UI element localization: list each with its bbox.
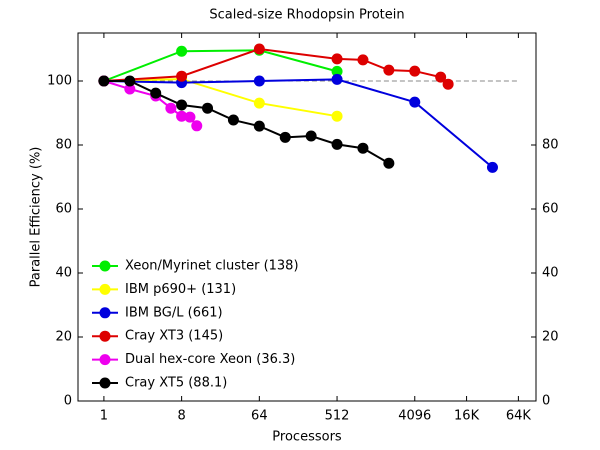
legend-label: Cray XT3 (145) (125, 329, 223, 344)
point (227, 114, 239, 126)
y-tick-label: 100 (47, 74, 72, 89)
legend-marker (99, 354, 111, 366)
point (357, 54, 369, 66)
point (150, 87, 162, 99)
legend-label: Cray XT5 (88.1) (125, 376, 227, 391)
legend-label: Xeon/Myrinet cluster (138) (125, 259, 299, 274)
point (357, 142, 369, 154)
x-axis-label: Processors (272, 430, 342, 445)
point (191, 120, 203, 132)
x-tick-label: 64 (251, 409, 268, 424)
point (442, 78, 454, 90)
y-tick-label: 60 (55, 202, 72, 217)
legend-marker (99, 307, 111, 319)
y2-tick-label: 60 (542, 202, 559, 217)
y-tick-label: 80 (55, 138, 72, 153)
chart-title: Scaled-size Rhodopsin Protein (209, 8, 404, 23)
y-tick-label: 20 (55, 330, 72, 345)
point (176, 99, 188, 111)
series-line (103, 78, 338, 118)
point (253, 120, 265, 132)
point (383, 157, 395, 169)
x-tick-label: 16K (454, 409, 480, 424)
y-tick-label: 0 (64, 394, 72, 409)
legend-label: Dual hex-core Xeon (36.3) (125, 352, 295, 367)
point (383, 64, 395, 76)
point (331, 65, 343, 77)
x-tick-label: 1 (100, 409, 108, 424)
x-tick-label: 8 (177, 409, 185, 424)
x-tick-label: 512 (325, 409, 350, 424)
point (331, 53, 343, 65)
x-tick-label: 4096 (398, 409, 431, 424)
point (202, 102, 214, 114)
legend-marker (99, 330, 111, 342)
series-line (103, 78, 494, 169)
point (279, 131, 291, 143)
point (124, 75, 136, 87)
point (176, 45, 188, 57)
point (176, 70, 188, 82)
point (331, 110, 343, 122)
point (305, 130, 317, 142)
x-tick-label: 64K (506, 409, 532, 424)
y-axis-label: Parallel Efficiency (%) (29, 147, 44, 288)
series-line (103, 49, 338, 82)
point (165, 102, 177, 114)
y2-tick-label: 20 (542, 330, 559, 345)
y2-tick-label: 80 (542, 138, 559, 153)
y-tick-label: 40 (55, 266, 72, 281)
point (331, 138, 343, 150)
legend-label: IBM BG/L (661) (125, 305, 223, 320)
point (486, 161, 498, 173)
point (124, 83, 136, 95)
point (409, 96, 421, 108)
point (253, 97, 265, 109)
point (176, 110, 188, 122)
y2-tick-label: 40 (542, 266, 559, 281)
legend-marker (99, 377, 111, 389)
legend-marker (99, 283, 111, 295)
point (253, 43, 265, 55)
point (435, 71, 447, 83)
point (184, 111, 196, 123)
point (253, 75, 265, 87)
y2-tick-label: 0 (542, 394, 550, 409)
legend-marker (99, 260, 111, 272)
point (409, 65, 421, 77)
point (331, 73, 343, 85)
point (98, 75, 110, 87)
legend-label: IBM p690+ (131) (125, 282, 236, 297)
